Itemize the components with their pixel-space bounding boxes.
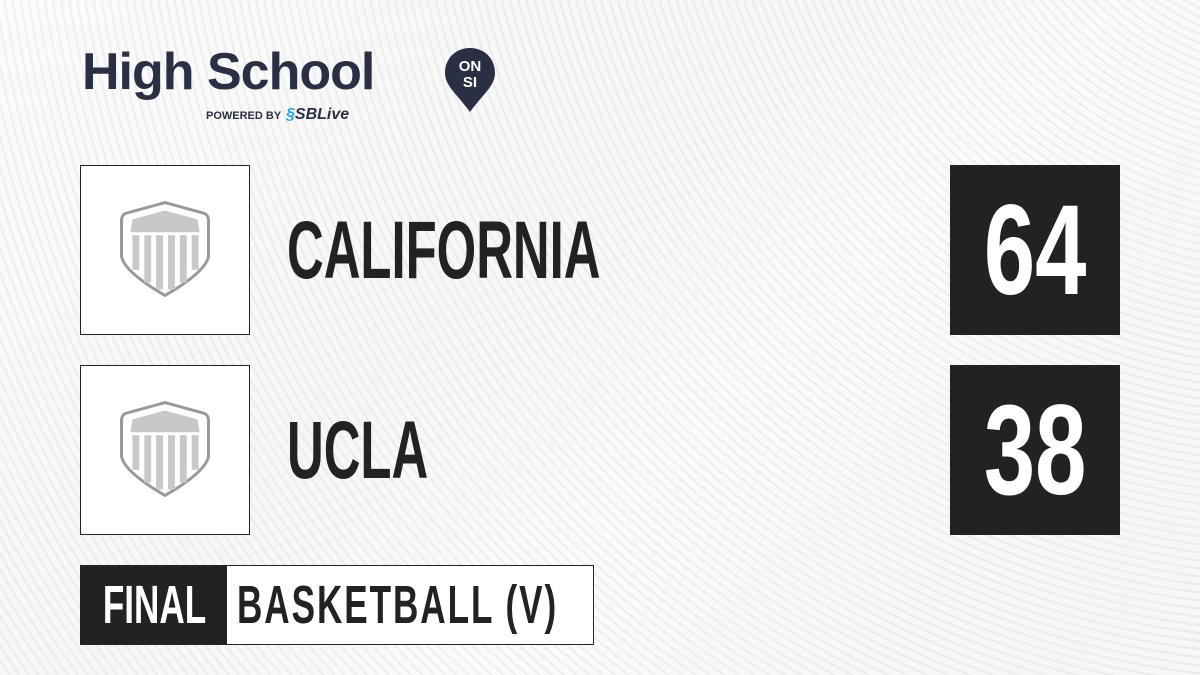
logo-title: High School (82, 43, 375, 101)
score-home: 64 (950, 165, 1120, 335)
team-logo-ucla (80, 365, 250, 535)
team-name-away: UCLA (287, 405, 429, 496)
sblive-logo: §SBLive (286, 106, 349, 124)
on-si-pin-icon: ON SI (445, 48, 495, 112)
game-status-bar: FINAL BASKETBALL (V) (80, 565, 594, 645)
final-badge: FINAL (81, 566, 227, 644)
status-text: FINAL (102, 575, 206, 635)
score-away: 38 (950, 365, 1120, 535)
score-home-value: 64 (983, 178, 1087, 322)
sport-label: BASKETBALL (V) (227, 566, 731, 644)
shield-placeholder-icon (120, 401, 210, 498)
badge-bottom: SI (463, 74, 477, 91)
team-logo-california (80, 165, 250, 335)
team-name-home: CALIFORNIA (287, 205, 601, 296)
sblive-mark-icon: § (286, 106, 295, 123)
sblive-text: SBLive (294, 106, 350, 123)
shield-placeholder-icon (120, 201, 210, 298)
badge-top: ON (459, 58, 482, 75)
score-away-value: 38 (983, 378, 1087, 522)
sport-text: BASKETBALL (V) (237, 575, 559, 635)
powered-by-label: POWERED BY (206, 110, 282, 122)
